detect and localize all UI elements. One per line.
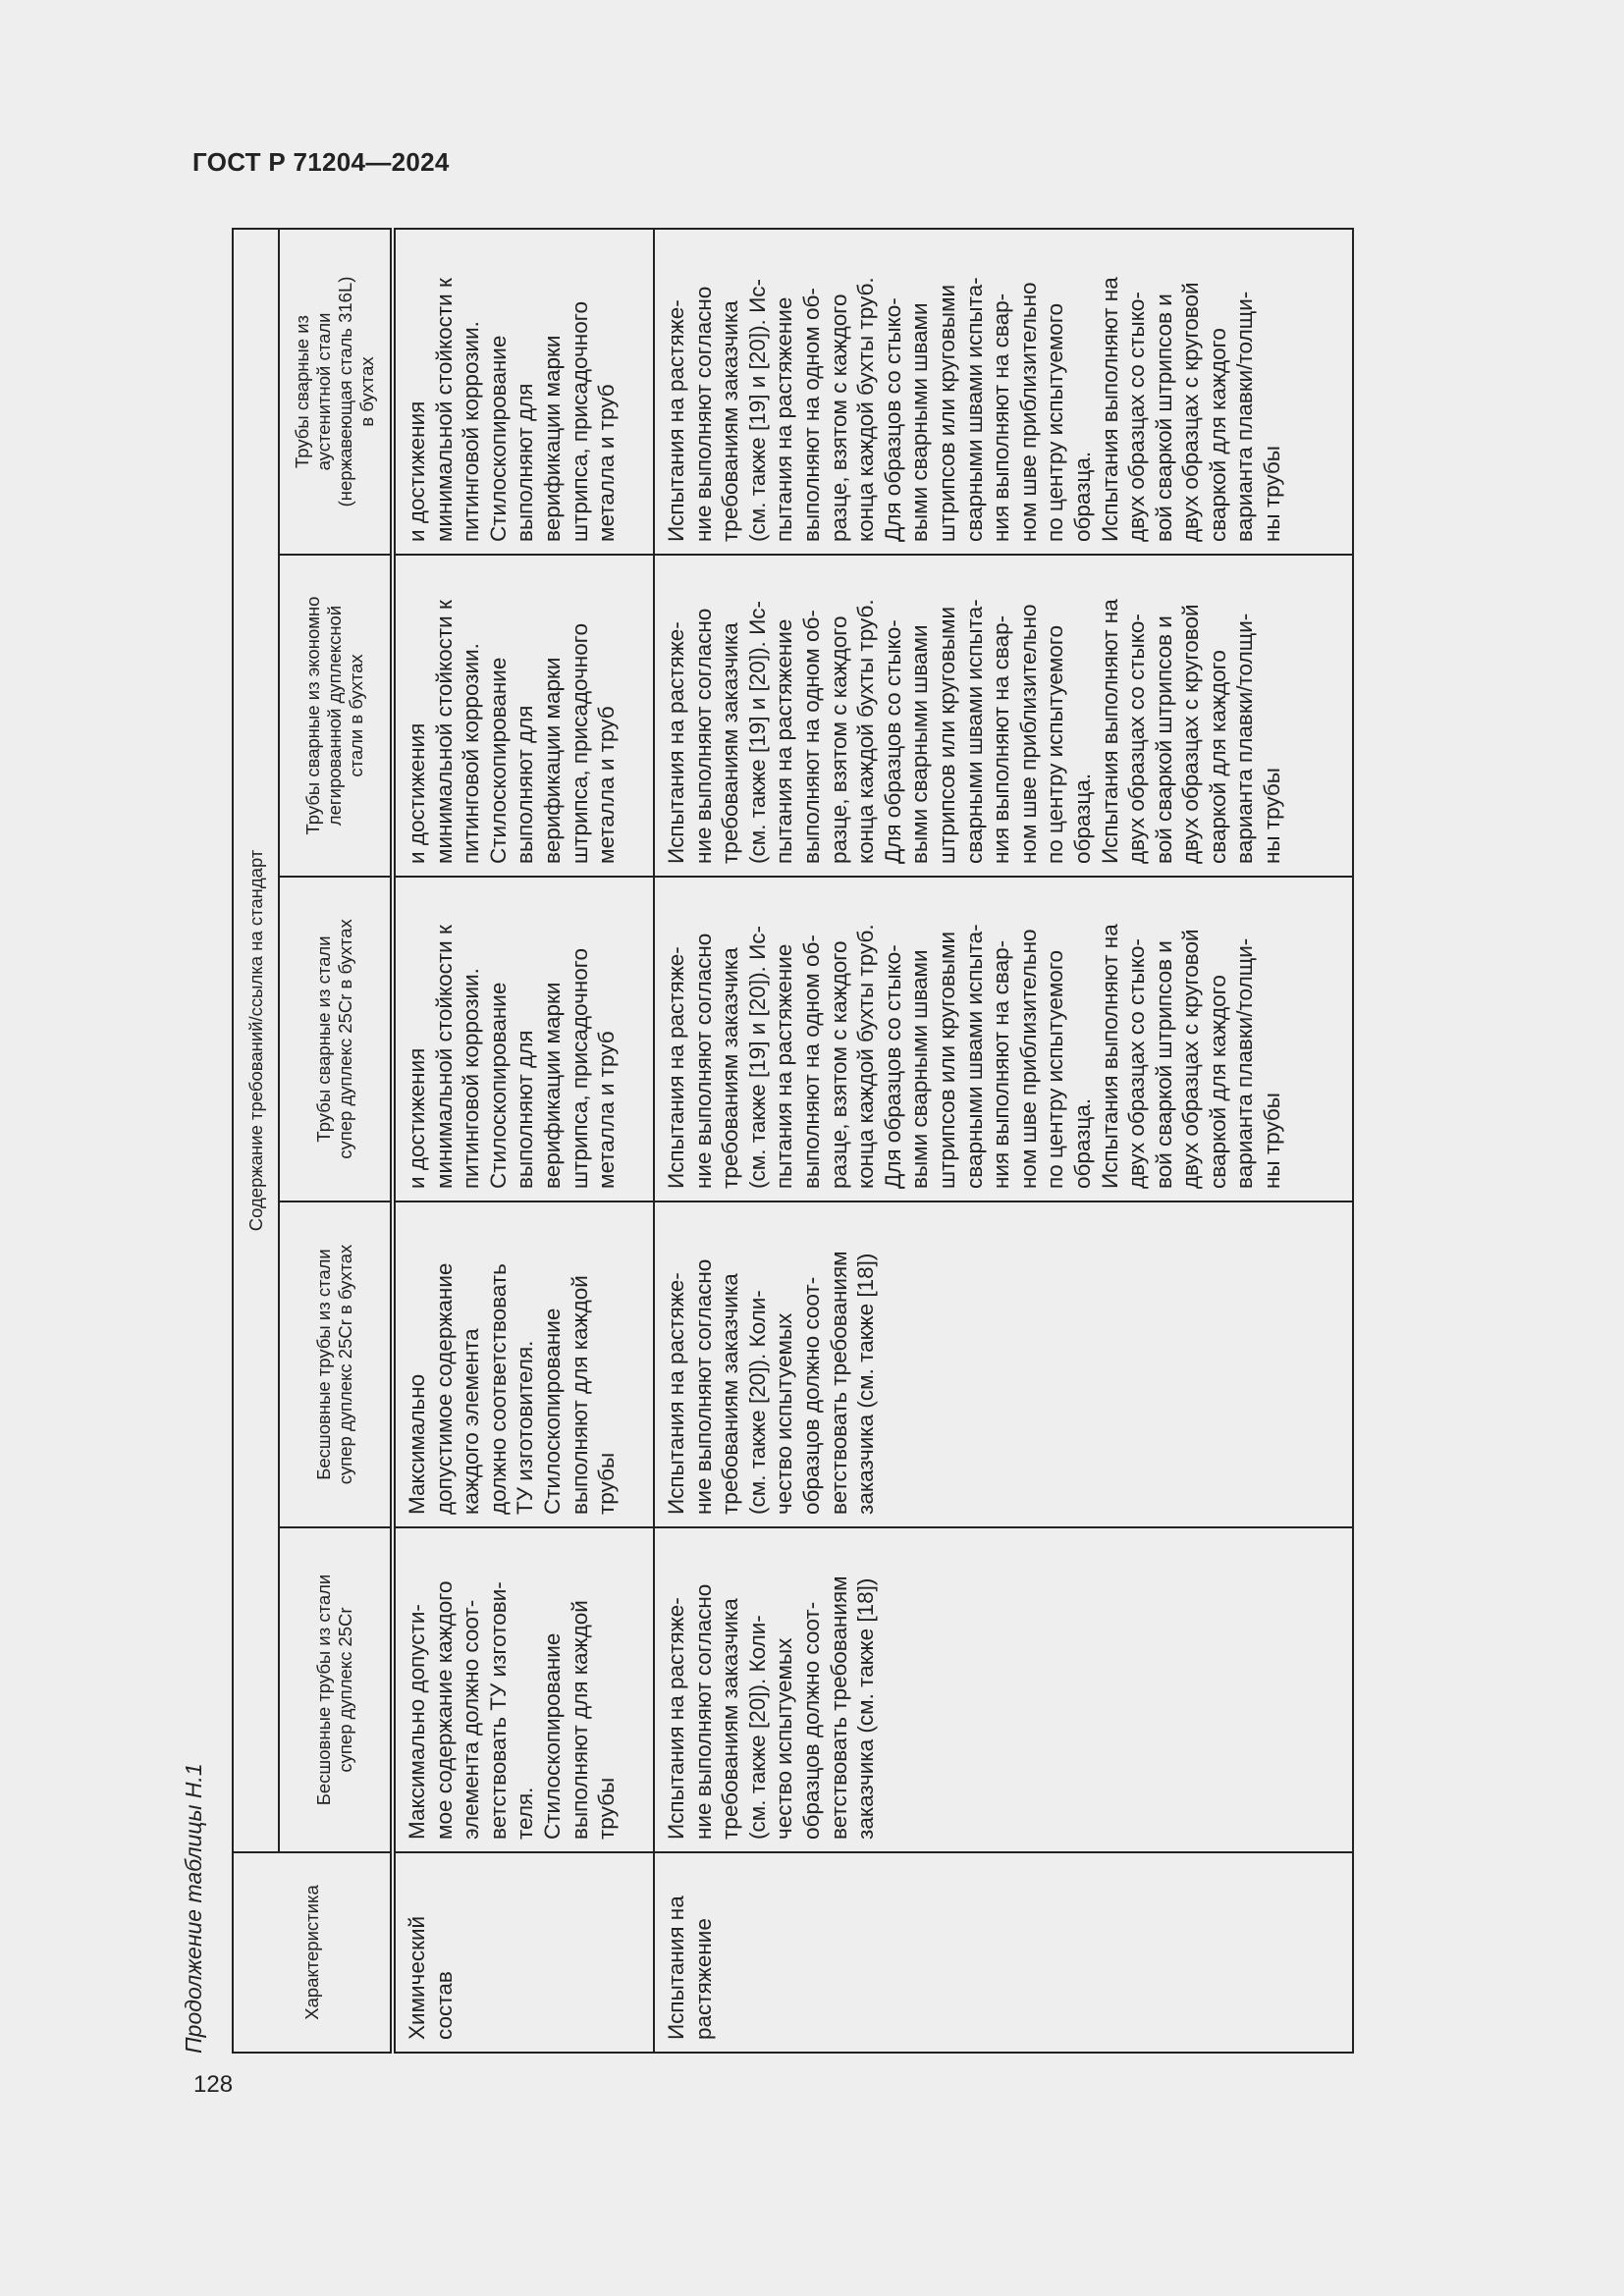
table-row: Испытания на растяжение Испытания на рас… — [654, 228, 1353, 2053]
table-row: Химический состав Максимально допусти- м… — [393, 228, 654, 2053]
column-header: Трубы сварные из аустенитной стали (нерж… — [279, 228, 393, 555]
column-header-characteristic: Характеристика — [233, 1852, 393, 2053]
column-header: Бесшовные трубы из стали супер дуплекс 2… — [279, 1527, 393, 1852]
table-cell: Испытания на растяже- ние выполняют согл… — [654, 555, 1353, 877]
requirements-table: Характеристика Содержание требований/ссы… — [232, 228, 1354, 2054]
table-cell: и достижения минимальной стойкости к пит… — [393, 555, 654, 877]
column-header: Трубы сварные из экономно легированной д… — [279, 555, 393, 877]
table-cell: Максимально допусти- мое содержание кажд… — [393, 1527, 654, 1852]
table-cell: Испытания на растяже- ние выполняют согл… — [654, 1527, 1353, 1852]
header-row-group: Характеристика Содержание требований/ссы… — [233, 228, 393, 2053]
table-cell: и достижения минимальной стойкости к пит… — [393, 877, 654, 1201]
page-number: 128 — [193, 2071, 234, 2098]
table-cell: Испытания на растяже- ние выполняют согл… — [654, 877, 1353, 1201]
table-caption: Продолжение таблицы Н.1 — [181, 1763, 206, 2054]
table-cell: Испытания на растяже- ние выполняют согл… — [654, 228, 1353, 555]
row-label: Химический состав — [393, 1852, 654, 2053]
row-label: Испытания на растяжение — [654, 1852, 1353, 2053]
rotated-table-container: Продолжение таблицы Н.1 Характеристика С… — [181, 228, 1355, 2054]
header-row-columns: Бесшовные трубы из стали супер дуплекс 2… — [279, 228, 393, 2053]
column-header: Бесшовные трубы из стали супер дуплекс 2… — [279, 1201, 393, 1527]
document-header: ГОСТ Р 71204—2024 — [192, 147, 450, 177]
table-cell: и достижения минимальной стойкости к пит… — [393, 228, 654, 555]
column-header: Трубы сварные из стали супер дуплекс 25C… — [279, 877, 393, 1201]
group-header: Содержание требований/ссылка на стандарт — [233, 228, 279, 1852]
table-cell: Испытания на растяже- ние выполняют согл… — [654, 1201, 1353, 1527]
table-cell: Максимально допустимое содержание каждог… — [393, 1201, 654, 1527]
